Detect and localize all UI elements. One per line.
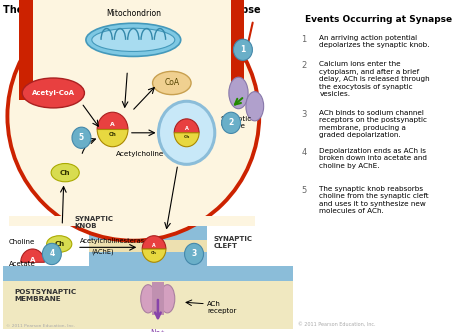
Ellipse shape	[141, 285, 155, 313]
FancyBboxPatch shape	[3, 266, 293, 281]
Text: 4: 4	[49, 249, 55, 259]
Text: CoA: CoA	[164, 78, 179, 88]
Circle shape	[221, 112, 240, 133]
Text: Acetylcholinesterase: Acetylcholinesterase	[80, 238, 149, 244]
Text: Synaptic
vesicle: Synaptic vesicle	[221, 116, 252, 129]
Text: The synaptic knob reabsorbs
choline from the synaptic cleft
and uses it to synth: The synaptic knob reabsorbs choline from…	[319, 186, 429, 214]
Text: Ch: Ch	[183, 135, 190, 139]
Text: A: A	[185, 126, 189, 131]
Text: Calcium ions enter the
cytoplasm, and after a brief
delay, ACh is released throu: Calcium ions enter the cytoplasm, and af…	[319, 61, 430, 97]
Ellipse shape	[246, 92, 264, 121]
Wedge shape	[174, 133, 199, 147]
Text: 5: 5	[79, 133, 84, 142]
Wedge shape	[142, 249, 166, 262]
Ellipse shape	[22, 78, 84, 108]
Circle shape	[72, 127, 91, 148]
Text: © 2011 Pearson Education, Inc.: © 2011 Pearson Education, Inc.	[298, 322, 375, 327]
Wedge shape	[174, 119, 199, 133]
Wedge shape	[97, 129, 128, 147]
Ellipse shape	[86, 23, 181, 56]
Ellipse shape	[160, 285, 175, 313]
Text: POSTSYNAPTIC
MEMBRANE: POSTSYNAPTIC MEMBRANE	[15, 289, 77, 302]
Ellipse shape	[153, 71, 191, 95]
Circle shape	[184, 243, 203, 265]
FancyBboxPatch shape	[3, 276, 293, 329]
Text: Ch: Ch	[151, 251, 157, 255]
Text: 5: 5	[301, 186, 307, 195]
Text: 1: 1	[301, 35, 307, 44]
Text: Acetate: Acetate	[9, 261, 36, 267]
Text: Na⁺: Na⁺	[151, 329, 165, 332]
Circle shape	[42, 243, 61, 265]
FancyBboxPatch shape	[89, 226, 207, 266]
Text: © 2011 Pearson Education, Inc.: © 2011 Pearson Education, Inc.	[6, 324, 75, 328]
Ellipse shape	[229, 77, 248, 109]
Ellipse shape	[92, 28, 175, 51]
Text: A: A	[30, 257, 35, 263]
Text: Ch: Ch	[60, 170, 71, 176]
Text: 1: 1	[240, 45, 246, 54]
Text: Ca²⁺: Ca²⁺	[222, 117, 239, 126]
FancyBboxPatch shape	[19, 0, 33, 100]
FancyBboxPatch shape	[9, 216, 255, 226]
Text: Choline: Choline	[9, 239, 35, 245]
Text: An arriving action potential
depolarizes the synaptic knob.: An arriving action potential depolarizes…	[319, 35, 430, 48]
Ellipse shape	[8, 0, 259, 241]
Text: SYNAPTIC
CLEFT: SYNAPTIC CLEFT	[213, 236, 252, 249]
Text: Mitochondrion: Mitochondrion	[106, 9, 161, 18]
Circle shape	[158, 101, 215, 164]
FancyBboxPatch shape	[152, 282, 164, 315]
Text: 2: 2	[301, 61, 307, 70]
Text: Ch: Ch	[54, 241, 64, 247]
Text: Ch: Ch	[109, 132, 117, 137]
Text: (AChE): (AChE)	[92, 248, 114, 255]
Ellipse shape	[51, 163, 79, 182]
Ellipse shape	[46, 236, 72, 252]
Text: SYNAPTIC
KNOB: SYNAPTIC KNOB	[74, 216, 113, 229]
FancyBboxPatch shape	[231, 0, 245, 100]
Wedge shape	[142, 236, 166, 249]
Text: 3: 3	[301, 110, 307, 119]
Text: Depolarization ends as ACh is
broken down into acetate and
choline by AChE.: Depolarization ends as ACh is broken dow…	[319, 148, 428, 169]
Text: 3: 3	[191, 249, 197, 259]
FancyBboxPatch shape	[89, 226, 207, 240]
Text: A: A	[110, 122, 115, 127]
Wedge shape	[21, 249, 45, 262]
Text: Acetylcholine: Acetylcholine	[116, 151, 164, 157]
Wedge shape	[97, 112, 128, 129]
FancyBboxPatch shape	[89, 252, 207, 266]
Text: Acetyl-CoA: Acetyl-CoA	[32, 90, 75, 96]
FancyBboxPatch shape	[33, 0, 231, 83]
Text: The events that occur at a cholinergic synapse: The events that occur at a cholinergic s…	[3, 5, 261, 15]
Text: ACh binds to sodium channel
receptors on the postsynaptic
membrane, producing a
: ACh binds to sodium channel receptors on…	[319, 110, 428, 138]
Text: 2: 2	[228, 118, 234, 127]
Text: A: A	[152, 243, 156, 248]
Text: ACh
receptor: ACh receptor	[207, 300, 237, 314]
Circle shape	[233, 39, 252, 60]
Text: 4: 4	[301, 148, 307, 157]
Text: Events Occurring at Synapse: Events Occurring at Synapse	[305, 15, 452, 24]
